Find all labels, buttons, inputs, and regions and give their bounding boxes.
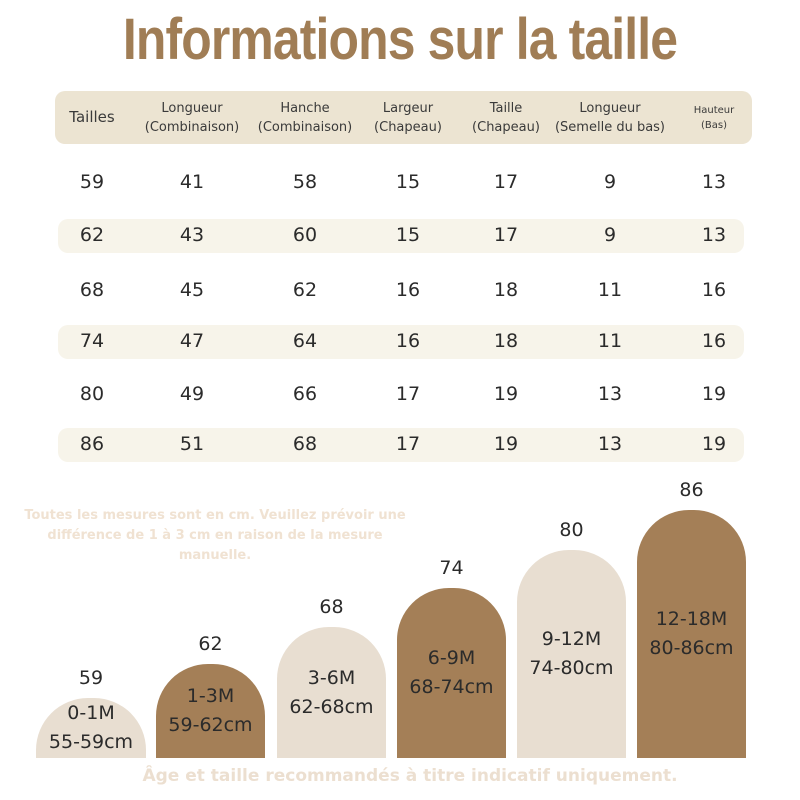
size-bar: 0-1M 55-59cm bbox=[36, 698, 146, 758]
table-cell: 74 bbox=[79, 330, 105, 352]
height-range-label: 55-59cm bbox=[48, 731, 134, 753]
table-cell: 17 bbox=[493, 224, 519, 246]
age-range-label: 3-6M bbox=[307, 666, 356, 689]
table-cell: 41 bbox=[179, 171, 205, 193]
table-cell: 13 bbox=[701, 224, 727, 246]
height-range-label: 80-86cm bbox=[649, 637, 734, 659]
table-cell: 19 bbox=[701, 433, 727, 455]
table-cell: 11 bbox=[597, 279, 623, 301]
table-cell: 15 bbox=[395, 171, 421, 193]
size-bar: 1-3M 59-62cm bbox=[156, 664, 265, 758]
table-cell: 58 bbox=[292, 171, 318, 193]
table-cell: 80 bbox=[79, 383, 105, 405]
bar-size-label: 80 bbox=[559, 519, 584, 541]
bar-size-label: 86 bbox=[679, 479, 704, 501]
table-cell: 68 bbox=[79, 279, 105, 301]
bar-size-label: 74 bbox=[439, 557, 464, 579]
table-cell: 51 bbox=[179, 433, 205, 455]
table-cell: 59 bbox=[79, 171, 105, 193]
table-cell: 68 bbox=[292, 433, 318, 455]
table-cell: 18 bbox=[493, 279, 519, 301]
table-cell: 19 bbox=[701, 383, 727, 405]
bar-size-label: 59 bbox=[78, 667, 104, 689]
column-header: Longueur (Semelle du bas) bbox=[554, 100, 666, 135]
bar-size-label: 68 bbox=[319, 596, 344, 618]
column-header: Hanche (Combinaison) bbox=[257, 100, 353, 135]
age-range-label: 1-3M bbox=[186, 685, 235, 707]
table-cell: 64 bbox=[292, 330, 318, 352]
footer-disclaimer: Âge et taille recommandés à titre indica… bbox=[142, 766, 678, 786]
table-cell: 16 bbox=[701, 330, 727, 352]
size-bar: 6-9M 68-74cm bbox=[397, 588, 506, 758]
table-row-band bbox=[58, 428, 744, 462]
height-range-label: 68-74cm bbox=[409, 676, 494, 698]
table-cell: 86 bbox=[79, 433, 105, 455]
size-bar: 12-18M 80-86cm bbox=[637, 510, 746, 758]
table-cell: 13 bbox=[597, 433, 623, 455]
measurement-note: Toutes les mesures sont en cm. Veuillez … bbox=[24, 508, 406, 563]
table-header: Tailles Longueur (Combinaison) Hanche (Com… bbox=[55, 91, 752, 144]
table-cell: 17 bbox=[395, 433, 421, 455]
table-row-band bbox=[58, 219, 744, 253]
table-cell: 11 bbox=[597, 330, 623, 352]
column-header: Taille (Chapeau) bbox=[472, 100, 540, 135]
table-cell: 15 bbox=[395, 224, 421, 246]
height-range-label: 62-68cm bbox=[289, 695, 374, 718]
bar-size-label: 62 bbox=[198, 633, 223, 655]
table-cell: 16 bbox=[395, 279, 421, 301]
table-cell: 43 bbox=[179, 224, 205, 246]
table-cell: 9 bbox=[603, 171, 617, 193]
table-cell: 47 bbox=[179, 330, 205, 352]
table-row-band bbox=[58, 325, 744, 359]
page-title: Informations sur la taille bbox=[122, 7, 678, 72]
column-header: Longueur (Combinaison) bbox=[144, 100, 240, 135]
table-cell: 13 bbox=[701, 171, 727, 193]
table-cell: 49 bbox=[179, 383, 205, 405]
table-cell: 62 bbox=[292, 279, 318, 301]
age-range-label: 12-18M bbox=[655, 608, 728, 630]
table-cell: 17 bbox=[493, 171, 519, 193]
table-cell: 9 bbox=[603, 224, 617, 246]
table-cell: 62 bbox=[79, 224, 105, 246]
table-cell: 60 bbox=[292, 224, 318, 246]
table-cell: 19 bbox=[493, 433, 519, 455]
table-cell: 18 bbox=[493, 330, 519, 352]
column-header: Largeur (Chapeau) bbox=[374, 100, 442, 135]
table-cell: 17 bbox=[395, 383, 421, 405]
table-cell: 16 bbox=[701, 279, 727, 301]
table-cell: 13 bbox=[597, 383, 623, 405]
column-header: Tailles bbox=[69, 108, 115, 126]
size-bar: 9-12M 74-80cm bbox=[517, 550, 626, 758]
table-cell: 45 bbox=[179, 279, 205, 301]
table-cell: 19 bbox=[493, 383, 519, 405]
column-header: Hauteur (Bas) bbox=[693, 104, 735, 131]
table-cell: 16 bbox=[395, 330, 421, 352]
height-range-label: 59-62cm bbox=[168, 714, 253, 736]
age-range-label: 6-9M bbox=[427, 647, 476, 669]
height-range-label: 74-80cm bbox=[529, 657, 614, 679]
age-range-label: 0-1M bbox=[67, 702, 115, 724]
age-range-label: 9-12M bbox=[541, 628, 602, 650]
size-bar: 3-6M 62-68cm bbox=[277, 627, 386, 758]
table-cell: 66 bbox=[292, 383, 318, 405]
